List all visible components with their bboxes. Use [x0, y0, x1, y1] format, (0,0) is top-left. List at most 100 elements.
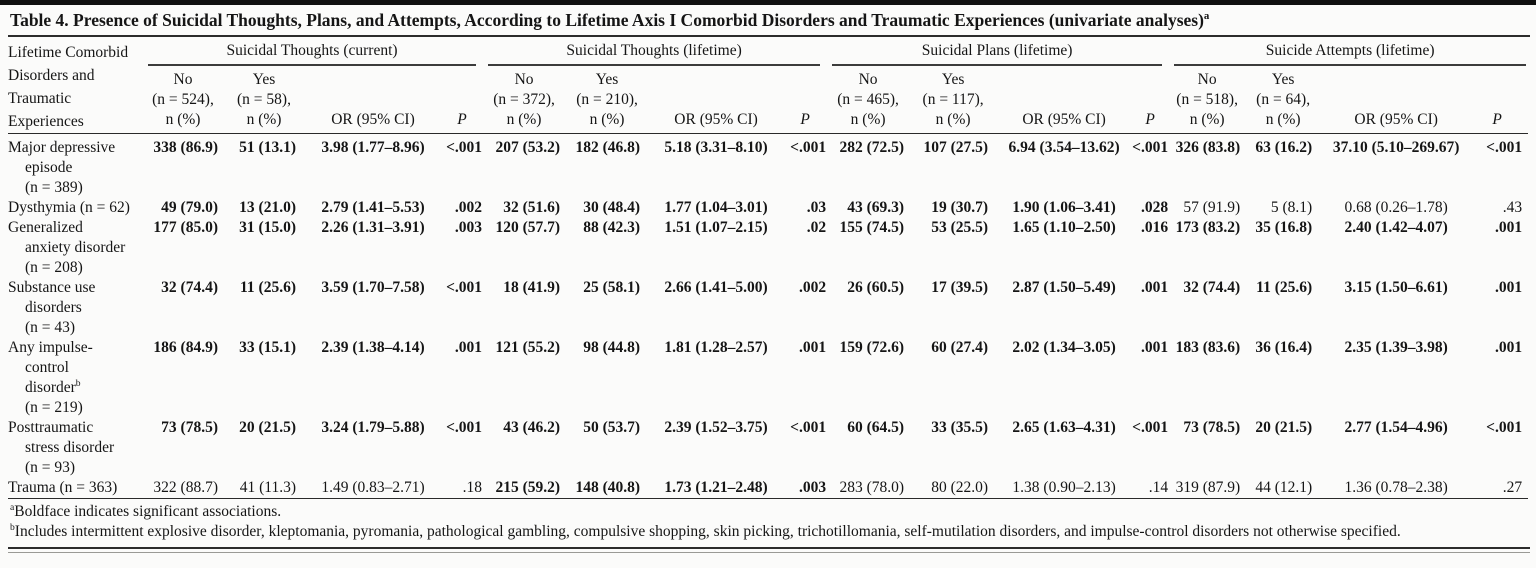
cell-p: .001	[1141, 339, 1169, 356]
cell-or: 1.49 (0.83–2.71)	[321, 479, 425, 496]
cell-p: .001	[1141, 279, 1169, 296]
bottom-rule-secondary	[8, 552, 1530, 553]
cell-p: .001	[798, 339, 827, 356]
cell-or: 37.10 (5.10–269.67)	[1332, 139, 1460, 156]
cell-or: 2.65 (1.63–4.31)	[1012, 419, 1116, 436]
cell-p: .003	[454, 219, 483, 236]
cell-yes: 148 (40.8)	[575, 479, 641, 496]
cell-yes: 20 (21.5)	[239, 419, 296, 436]
row-label: Major depressive episode (n = 389)	[8, 139, 116, 196]
cell-no: 57 (91.9)	[1183, 199, 1241, 216]
cell-no: 326 (83.8)	[1175, 139, 1241, 156]
cell-or: 1.38 (0.90–2.13)	[1012, 479, 1116, 496]
cell-no: 60 (64.5)	[847, 419, 905, 436]
cell-no: 173 (83.2)	[1175, 219, 1241, 236]
group-label: Suicidal Plans (lifetime)	[832, 41, 1163, 66]
cell-or: 1.81 (1.28–2.57)	[664, 339, 768, 356]
row-label: Any impulse-control disorderb (n = 219)	[8, 339, 93, 416]
cell-yes: 31 (15.0)	[239, 219, 296, 236]
group-label: Suicidal Thoughts (lifetime)	[488, 41, 821, 66]
cell-or: 1.51 (1.07–2.15)	[664, 219, 768, 236]
top-rule	[0, 0, 1536, 5]
cell-p: .002	[798, 279, 827, 296]
cell-or: 2.39 (1.52–3.75)	[664, 419, 768, 436]
row-label: Trauma (n = 363)	[8, 479, 118, 496]
cell-no: 282 (72.5)	[839, 139, 905, 156]
cell-or: 1.90 (1.06–3.41)	[1012, 199, 1116, 216]
group-label: Suicide Attempts (lifetime)	[1174, 41, 1527, 66]
subheader-no: No (n = 465), n (%)	[832, 67, 919, 135]
cell-p: <.001	[1132, 419, 1169, 436]
row-label: Substance use disorders (n = 43)	[8, 279, 96, 336]
table-row: Substance use disorders (n = 43) 32 (74.4) 1…	[8, 278, 1528, 338]
bottom-rule	[8, 547, 1530, 549]
subheader-yes: Yes (n = 210), n (%)	[574, 67, 655, 135]
cell-yes: 41 (11.3)	[239, 479, 296, 496]
cell-p: .14	[1148, 479, 1169, 496]
row-label: Generalized anxiety disorder (n = 208)	[8, 219, 126, 276]
cell-or: 2.87 (1.50–5.49)	[1012, 279, 1116, 296]
table-title: Table 4. Presence of Suicidal Thoughts, …	[8, 5, 1530, 37]
cell-or: 1.65 (1.10–2.50)	[1012, 219, 1116, 236]
cell-yes: 44 (12.1)	[1255, 479, 1313, 496]
cell-yes: 50 (53.7)	[583, 419, 641, 436]
cell-p: .02	[806, 219, 827, 236]
cell-or: 3.24 (1.79–5.88)	[321, 419, 425, 436]
subheader-p: P	[436, 67, 489, 135]
cell-or: 5.18 (3.31–8.10)	[664, 139, 768, 156]
cell-or: 2.40 (1.42–4.07)	[1344, 219, 1448, 236]
group-header-row: Lifetime Comorbid Disorders and Traumatic E…	[8, 37, 1528, 134]
cell-yes: 33 (15.1)	[239, 339, 296, 356]
subheader-or: OR (95% CI)	[310, 67, 436, 135]
table-row: Major depressive episode (n = 389) 338 (86.…	[8, 134, 1528, 199]
cell-no: 49 (79.0)	[161, 199, 218, 216]
cell-yes: 88 (42.3)	[583, 219, 641, 236]
cell-yes: 107 (27.5)	[923, 139, 989, 156]
cell-or: 1.36 (0.78–2.38)	[1344, 479, 1448, 496]
table-row: Generalized anxiety disorder (n = 208) 177 …	[8, 218, 1528, 278]
cell-no: 183 (83.6)	[1175, 339, 1241, 356]
cell-no: 159 (72.6)	[839, 339, 905, 356]
cell-p: <.001	[446, 279, 483, 296]
cell-or: 2.26 (1.31–3.91)	[321, 219, 425, 236]
cell-yes: 17 (39.5)	[931, 279, 989, 296]
cell-no: 207 (53.2)	[495, 139, 561, 156]
cell-p: .27	[1502, 479, 1523, 496]
cell-p: <.001	[1486, 139, 1523, 156]
subheader-no: No (n = 372), n (%)	[488, 67, 575, 135]
cell-no: 215 (59.2)	[495, 479, 561, 496]
cell-p: .001	[1495, 339, 1523, 356]
row-label: Posttraumatic stress disorder (n = 93)	[8, 419, 115, 476]
footnote-text: Includes intermittent explosive disorder…	[14, 523, 1401, 540]
data-table: Lifetime Comorbid Disorders and Traumatic E…	[8, 37, 1529, 499]
table-body: Major depressive episode (n = 389) 338 (86.…	[8, 134, 1529, 499]
table-row: Any impulse-control disorderb (n = 219) 186…	[8, 338, 1528, 418]
cell-p: .028	[1141, 199, 1169, 216]
cell-no: 186 (84.9)	[153, 339, 218, 356]
cell-no: 32 (74.4)	[1183, 279, 1241, 296]
cell-or: 2.35 (1.39–3.98)	[1344, 339, 1448, 356]
cell-or: 3.98 (1.77–8.96)	[321, 139, 425, 156]
cell-p: <.001	[446, 139, 483, 156]
cell-yes: 53 (25.5)	[931, 219, 989, 236]
cell-yes: 11 (25.6)	[1256, 279, 1313, 296]
footnote-marker: a	[10, 501, 15, 513]
cell-no: 43 (46.2)	[503, 419, 561, 436]
cell-p: <.001	[1486, 419, 1523, 436]
cell-p: .002	[454, 199, 483, 216]
cell-or: 1.77 (1.04–3.01)	[664, 199, 768, 216]
cell-yes: 80 (22.0)	[931, 479, 989, 496]
subheader-p: P	[1466, 67, 1529, 135]
cell-no: 155 (74.5)	[839, 219, 905, 236]
subheader-yes: Yes (n = 58), n (%)	[232, 67, 310, 135]
cell-p: .18	[462, 479, 483, 496]
cell-p: <.001	[790, 139, 827, 156]
sub-header-row: No (n = 524), n (%) Yes (n = 58), n (%) OR (…	[8, 67, 1529, 135]
cell-yes: 182 (46.8)	[575, 139, 641, 156]
cell-or: 2.39 (1.38–4.14)	[321, 339, 425, 356]
cell-or: 2.66 (1.41–5.00)	[664, 279, 768, 296]
cell-no: 43 (69.3)	[847, 199, 905, 216]
cell-no: 32 (74.4)	[161, 279, 218, 296]
subheader-yes: Yes (n = 117), n (%)	[918, 67, 1003, 135]
group-header-suicidal-plans-lifetime: Suicidal Plans (lifetime)	[832, 37, 1174, 67]
